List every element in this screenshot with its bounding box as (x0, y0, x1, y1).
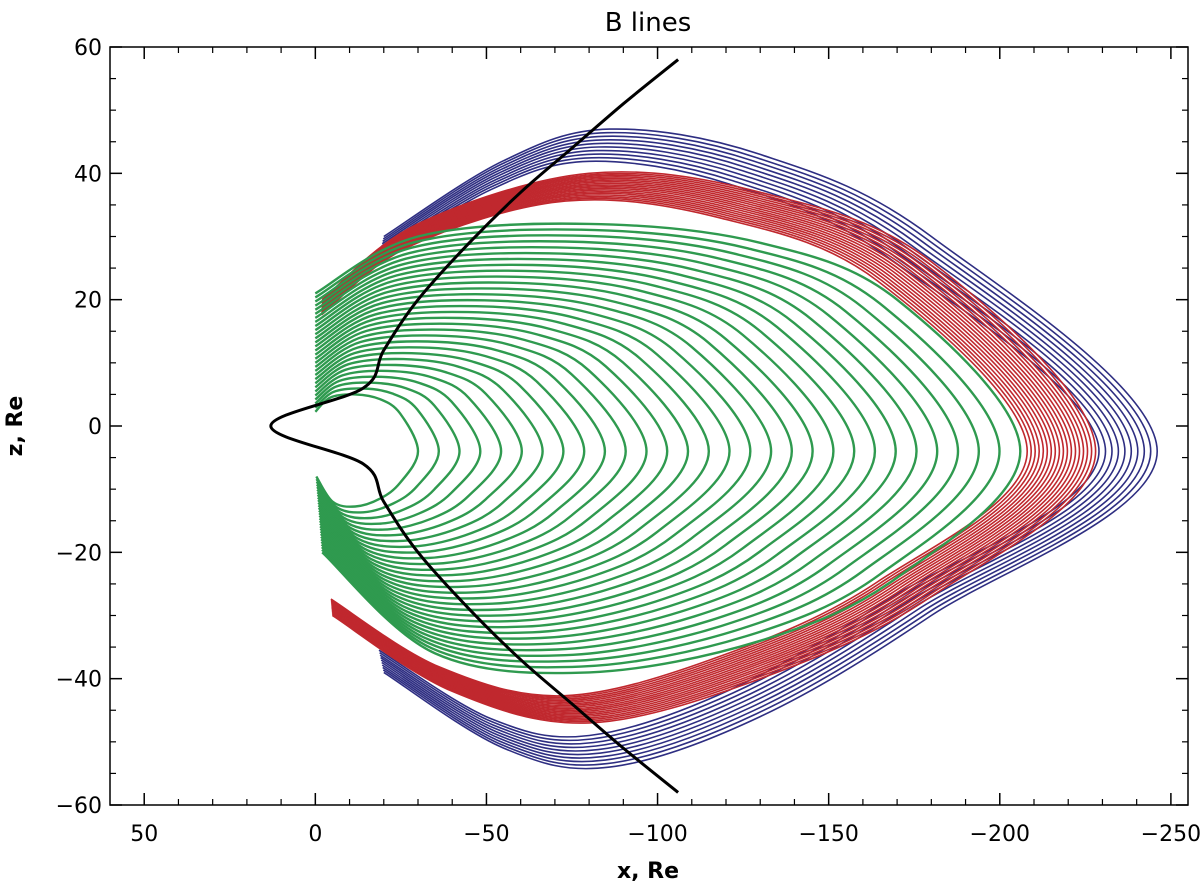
boundary-lines-line (321, 190, 1049, 705)
x-tick-label: 0 (308, 822, 322, 847)
open-lines-line (383, 128, 1159, 770)
open-lines-line (381, 139, 1139, 759)
x-tick-label: 50 (130, 822, 158, 847)
closed-lines-line (314, 363, 524, 537)
boundary_lines-group (321, 171, 1097, 724)
open-lines-line (382, 135, 1146, 763)
y-tick-label: 40 (74, 162, 102, 187)
closed-lines-line (314, 375, 482, 526)
closed-lines-line (314, 334, 627, 566)
closed-lines-line (314, 240, 960, 658)
open_lines-group (378, 128, 1159, 770)
closed-lines-line (314, 357, 544, 543)
closed-lines-line (314, 381, 461, 520)
open-lines-line (382, 131, 1152, 766)
boundary-lines-line (321, 174, 1089, 721)
x-tick-label: −50 (463, 822, 509, 847)
boundary-lines-line (321, 171, 1097, 724)
axes-layer: 50 0 −50 −100 −150 −200 −250 60 40 20 0 −20 −40 −60 (56, 36, 1200, 847)
closed-lines-line (314, 351, 565, 549)
closed-lines-line (314, 322, 669, 577)
chart-title: B lines (605, 8, 692, 38)
closed-lines-line (314, 275, 835, 623)
closed-lines-line (314, 281, 814, 617)
field-lines-layer (269, 58, 1159, 794)
closed-lines-line (314, 369, 503, 531)
boundary-lines-line (321, 195, 1037, 700)
closed-lines-line (314, 316, 690, 583)
x-tick-label: −200 (970, 822, 1030, 847)
y-tick-label: 0 (88, 415, 102, 440)
boundary-lines-line (321, 192, 1045, 704)
closed-lines-line (314, 346, 586, 554)
closed-lines-line (314, 328, 648, 572)
magnetopause-line (269, 58, 680, 794)
boundary-lines-line (321, 187, 1057, 708)
boundary-lines-line (321, 179, 1077, 716)
open-lines-line (380, 146, 1126, 752)
y-tick-label: −60 (56, 794, 102, 819)
x-axis-title: x, Re (617, 859, 679, 884)
boundary-lines-line (321, 194, 1041, 702)
boundary-lines-line (321, 180, 1073, 715)
y-axis-title: z, Re (3, 396, 28, 457)
boundary-lines-line (321, 176, 1085, 720)
closed-lines-line (314, 257, 897, 640)
closed-lines-line (314, 222, 1022, 675)
y-tick-label: −20 (56, 541, 102, 566)
open-lines-line (380, 149, 1120, 749)
boundary-lines-line (321, 197, 1033, 699)
boundary-lines-line (321, 182, 1069, 713)
x-tick-label: −100 (627, 822, 687, 847)
x-tick-label: −150 (798, 822, 858, 847)
boundary-lines-line (321, 184, 1065, 712)
closed-lines-line (314, 245, 939, 652)
boundary-lines-line (321, 189, 1053, 707)
open-lines-line (378, 160, 1100, 738)
x-tick-label: −250 (1141, 822, 1200, 847)
closed-lines-line (314, 269, 856, 629)
y-tick-label: −40 (56, 668, 102, 693)
open-lines-line (381, 142, 1133, 756)
boundary-lines-line (321, 172, 1093, 723)
y-tick-label: 60 (74, 36, 102, 61)
closed-lines-line (314, 387, 441, 514)
open-lines-line (379, 156, 1107, 742)
closed-lines-line (314, 293, 773, 606)
closed-lines-line (314, 340, 607, 560)
boundary-lines-line (321, 177, 1081, 718)
y-tick-label: 20 (74, 289, 102, 314)
boundary-lines-line (321, 199, 1029, 697)
boundary-lines-line (321, 185, 1061, 710)
open-lines-line (379, 153, 1113, 745)
closed-lines-line (314, 298, 752, 600)
closed-lines-line (314, 228, 1001, 669)
closed-lines-line (314, 310, 711, 589)
closed-lines-line (314, 251, 918, 646)
